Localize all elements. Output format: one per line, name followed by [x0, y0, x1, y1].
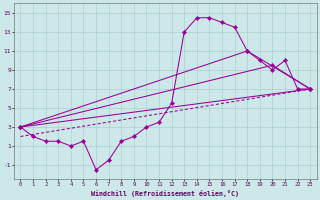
- X-axis label: Windchill (Refroidissement éolien,°C): Windchill (Refroidissement éolien,°C): [91, 190, 239, 197]
